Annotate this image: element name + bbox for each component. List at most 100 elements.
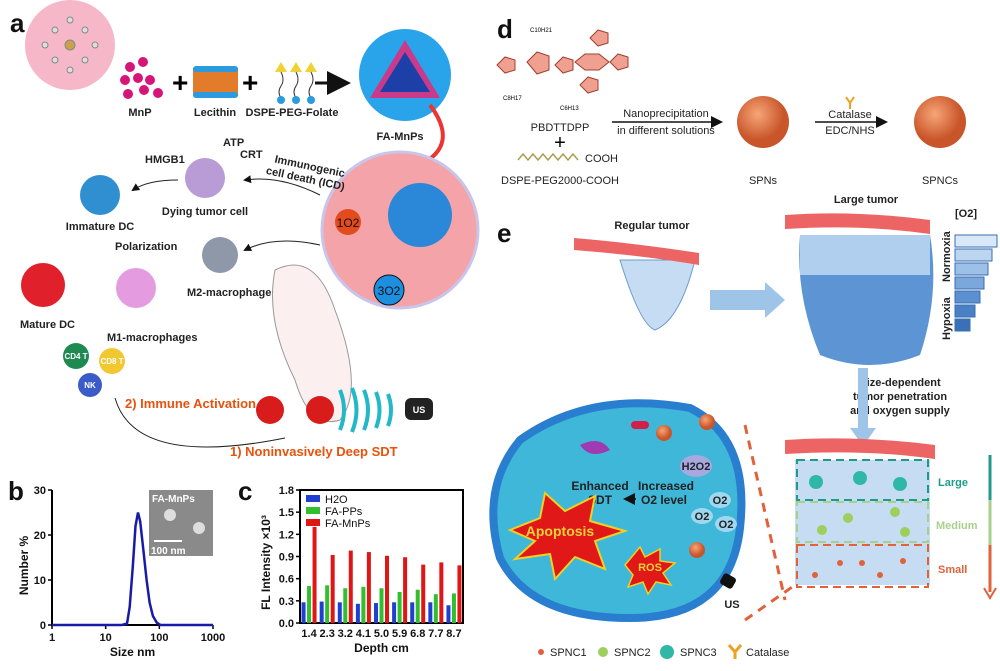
bar-fa-pps: [415, 589, 420, 623]
y-tick-label: 20: [34, 530, 46, 542]
down-arrow: [850, 368, 876, 446]
bar-fa-mnps: [348, 550, 353, 623]
label-m1-macrophages: M1-macrophages: [107, 332, 197, 344]
spnc-particle: [689, 542, 705, 558]
m2-macrophage-icon: [202, 237, 238, 273]
nanoparticle-in-tumor: [388, 183, 452, 247]
y-axis-label: FL Intensity ×10³: [259, 515, 273, 610]
label-atp: ATP: [223, 137, 244, 149]
label-us: US: [413, 405, 426, 415]
ultrasound-probe-icon: [405, 398, 433, 420]
y-tick-label: 0.0: [279, 618, 294, 630]
spnc2-particles: [817, 507, 910, 537]
y-tick-label: 1.5: [279, 507, 294, 519]
tumor-left: [256, 396, 284, 424]
plus-sign: +: [242, 67, 258, 98]
x-tick-label: 7.7: [428, 628, 443, 640]
y-tick-label: 10: [34, 575, 46, 587]
zoom-connector-bottom: [744, 583, 796, 622]
panel-b: b 1 10 100 1000 0 10 20 30 Size nm Number % FA-Mn…: [8, 476, 225, 659]
bar-fa-mnps: [330, 555, 335, 623]
panel-label-d: d: [497, 14, 513, 44]
spnc3-particles: [809, 471, 907, 491]
medium-zone: [796, 501, 929, 543]
size-dependent-1: Size-dependent: [859, 377, 941, 389]
nk-cell: [78, 373, 102, 397]
scale-bar-label: 100 nm: [151, 546, 186, 557]
bar-h2o: [337, 602, 342, 623]
blood-vessel-penetration: [785, 438, 935, 459]
tumor-right: [306, 396, 334, 424]
label-dying-tumor-cell: Dying tumor cell: [162, 206, 248, 218]
legend-label: FA-PPs: [325, 506, 363, 518]
component-dspe-peg-folate: DSPE-PEG-Folate: [246, 107, 339, 119]
cooh-label: COOH: [585, 153, 618, 165]
apoptosis-label: Apoptosis: [526, 523, 595, 539]
component-lecithin: Lecithin: [194, 107, 236, 119]
bar-fa-pps: [379, 588, 384, 623]
spns-label: SPNs: [749, 175, 778, 187]
x-tick-label: 8.7: [446, 628, 461, 640]
step1-line2: in different solutions: [617, 125, 715, 137]
h2o2-bubble: [680, 455, 712, 477]
bar-h2o: [392, 602, 397, 623]
small-zone: [796, 544, 929, 588]
panel-e: e Regular tumor Large tumor [O2] Normoxi…: [489, 194, 998, 659]
h2o2-label: H2O2: [682, 461, 711, 473]
dying-tumor-cell-icon: [185, 158, 225, 198]
pbdttdpp-structure-icon: [496, 29, 629, 94]
mitochondria-icon: [631, 421, 649, 429]
us-label: US: [724, 599, 739, 611]
panel-d: d C10H21 C8H17 C6H13 PBDTTDPP + COOH DSP…: [496, 14, 966, 187]
o2-label: O2: [719, 519, 734, 531]
lipid-name: DSPE-PEG2000-COOH: [501, 175, 619, 187]
legend-spnc2: SPNC2: [614, 647, 651, 659]
legend-swatch: [306, 495, 320, 502]
bar-fa-mnps: [312, 526, 317, 623]
enhanced-line1: Enhanced: [571, 479, 628, 493]
bar-h2o: [355, 603, 360, 623]
x-tick-label: 3.2: [338, 628, 353, 640]
spn-nanoparticle-icon: [737, 96, 789, 148]
x-tick-label: 1000: [201, 632, 225, 644]
bar-fa-mnps: [385, 555, 389, 623]
icd-arrow: [243, 175, 321, 196]
y-tick-label: 0.3: [279, 596, 294, 608]
y-tick-label: 0: [40, 620, 46, 632]
label-crt: CRT: [240, 149, 263, 161]
bar-fa-pps: [343, 588, 348, 623]
legend-spnc1: SPNC1: [550, 647, 587, 659]
bar-h2o: [374, 603, 378, 623]
spncs-label: SPNCs: [922, 175, 959, 187]
blood-vessel: [574, 238, 699, 265]
plus-sign: +: [172, 67, 188, 98]
product-fa-mnps: FA-MnPs: [376, 131, 423, 143]
bar-fa-pps: [433, 594, 438, 623]
regular-tumor-illustration: [619, 259, 696, 331]
molecule-structure-icon: [41, 16, 99, 74]
increased-line2: O2 level: [641, 493, 687, 507]
size-distribution-line: [52, 512, 213, 627]
legend-spnc3: SPNC3: [680, 647, 717, 659]
ultrasound-waves: [338, 387, 393, 433]
x-tick-label: 1: [49, 632, 55, 644]
fa-mnps-nanoparticle-icon: [359, 29, 451, 121]
spnc-nanoparticle-icon: [914, 96, 966, 148]
progression-arrow: [710, 282, 785, 318]
y-tick-label: 0.6: [279, 574, 294, 586]
bar-fa-mnps: [439, 562, 444, 623]
step2-line2: EDC/NHS: [825, 125, 875, 137]
tem-inset-image: [149, 490, 213, 556]
bar-h2o: [446, 605, 451, 623]
inset-label: FA-MnPs: [152, 494, 195, 505]
y-tick-label: 30: [34, 485, 46, 497]
size-dependent-2: tumor penetration: [853, 391, 947, 403]
immune-arc: [114, 397, 286, 448]
label-nk: NK: [84, 381, 96, 390]
spnc2-legend-icon: [598, 647, 608, 657]
x-tick-label: 2.3: [320, 628, 335, 640]
bar-fa-mnps: [421, 564, 426, 623]
tem-particle: [164, 509, 176, 521]
step-noninvasive-sdt: 1) Noninvasively Deep SDT: [230, 444, 398, 459]
bar-fa-mnps: [457, 565, 462, 623]
